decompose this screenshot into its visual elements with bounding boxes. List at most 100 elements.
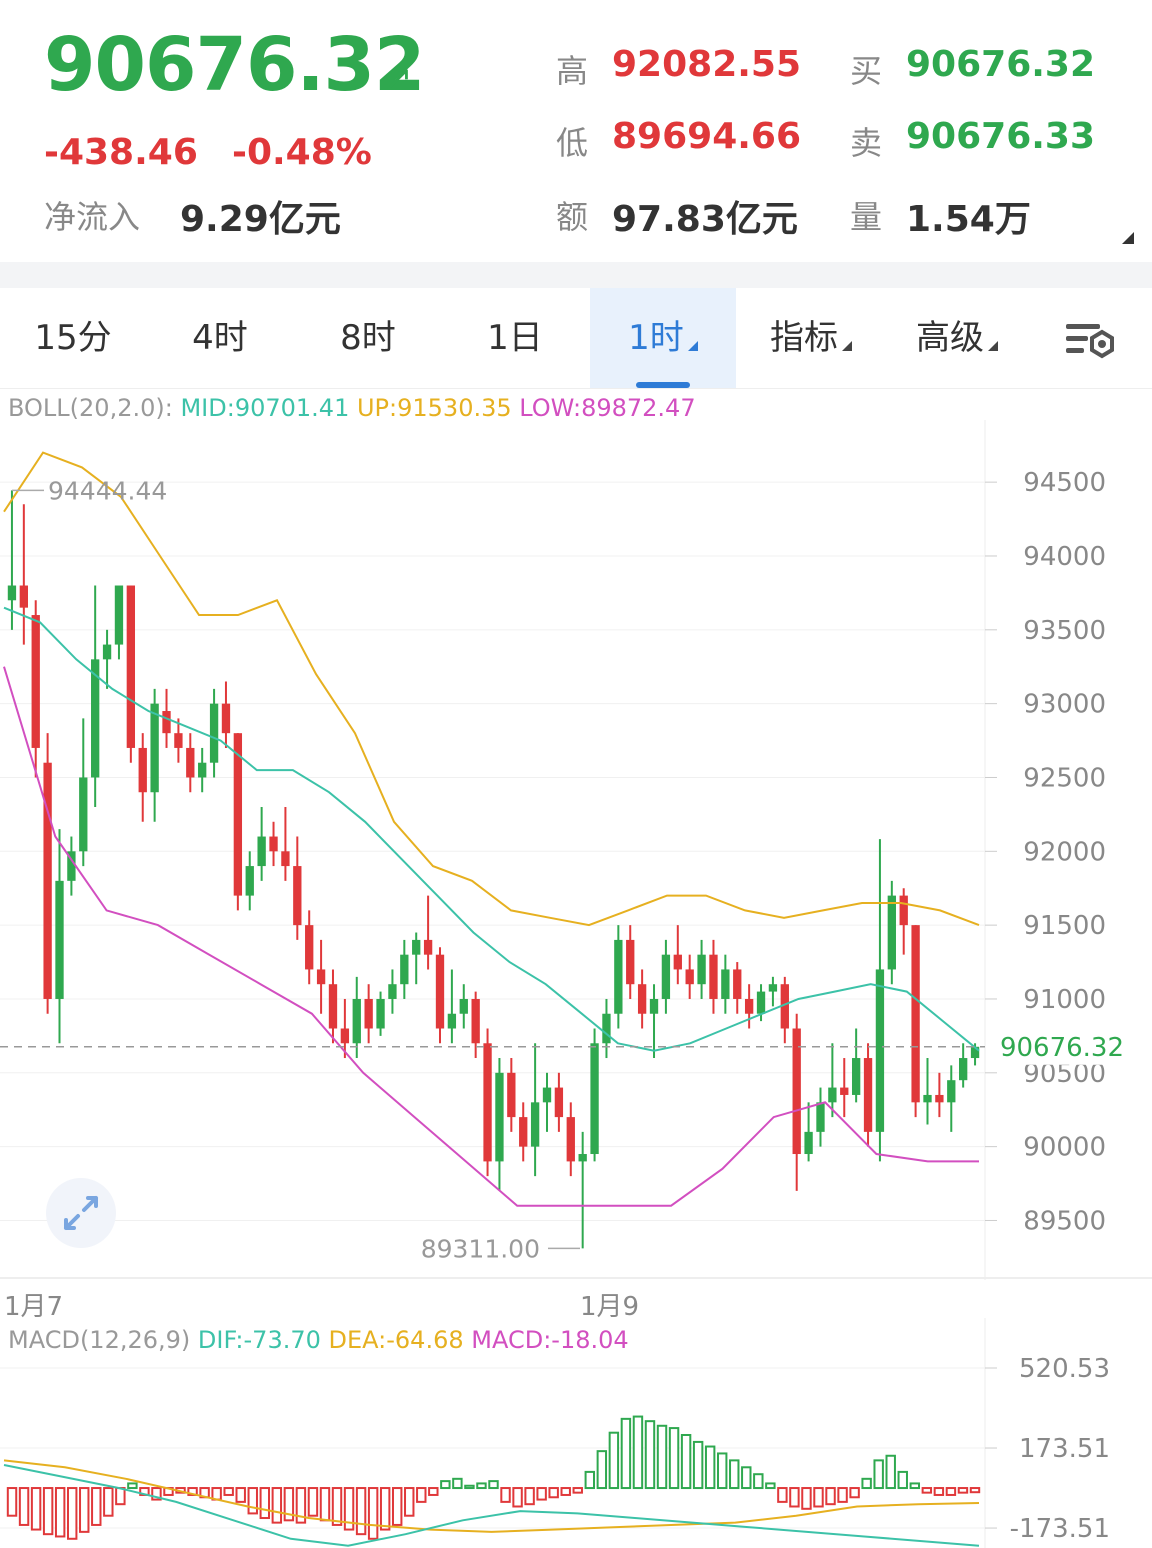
- sell-value: 90676.33: [906, 116, 1096, 157]
- tab-1d[interactable]: 1日: [442, 288, 588, 388]
- candlestick-chart[interactable]: 94500 94000 93500 93000 92500 92000 91500 91000…: [0, 420, 1152, 1280]
- tab-label: 1日: [487, 318, 543, 358]
- candle-body: [435, 954, 445, 1029]
- macd-bar: [151, 1487, 162, 1501]
- candle-body: [221, 703, 231, 734]
- candle-body: [162, 711, 171, 734]
- macd-bar: [716, 1452, 728, 1490]
- candle-body: [352, 998, 361, 1044]
- macd-bar: [969, 1487, 981, 1494]
- buy-value: 90676.32: [906, 44, 1096, 85]
- candle-body: [661, 954, 671, 999]
- macd-bar: [584, 1470, 596, 1490]
- chart-settings-button[interactable]: [1040, 288, 1140, 388]
- macd-bar: [909, 1482, 921, 1490]
- candle-body: [150, 703, 159, 793]
- candle-body: [840, 1087, 849, 1095]
- dropdown-icon: [842, 341, 852, 351]
- candle-body: [316, 969, 326, 985]
- candle-body: [209, 703, 219, 763]
- candle-body: [530, 1102, 540, 1147]
- candle-body: [875, 969, 885, 1132]
- tab-advanced[interactable]: 高级: [884, 288, 1030, 388]
- candle-body: [935, 1094, 944, 1103]
- candle-body: [43, 762, 52, 999]
- macd-bar: [849, 1487, 860, 1499]
- macd-bar: [560, 1487, 571, 1496]
- expand-header-icon[interactable]: [1122, 232, 1134, 244]
- candle-body: [863, 1058, 873, 1132]
- candle-body: [495, 1072, 504, 1162]
- macd-bar: [921, 1487, 933, 1494]
- candle-body: [804, 1131, 813, 1155]
- candle-body: [305, 925, 314, 970]
- volume-label: 量: [850, 198, 883, 236]
- candle-body: [91, 659, 100, 778]
- macd-bar: [512, 1487, 523, 1508]
- macd-bar: [6, 1487, 18, 1517]
- y-tick-label: 92000: [1023, 837, 1106, 867]
- macd-bar: [524, 1487, 535, 1506]
- macd-bar: [247, 1487, 258, 1515]
- tab-1h[interactable]: 1时: [590, 288, 736, 388]
- tab-8h[interactable]: 8时: [294, 288, 442, 388]
- candle-body: [364, 998, 373, 1029]
- macd-bar: [957, 1487, 969, 1494]
- min-price-label: 89311.00: [421, 1234, 540, 1263]
- macd-bar: [885, 1454, 896, 1490]
- boll-up: UP:91530.35: [356, 394, 512, 422]
- boll-mid-line: [3, 606, 980, 1052]
- macd-bar: [861, 1477, 872, 1490]
- candle-body: [614, 939, 623, 1014]
- macd-bar: [704, 1445, 716, 1490]
- candle-body: [970, 1046, 980, 1059]
- current-price-label: 90676.32: [1000, 1033, 1124, 1063]
- y-tick-label: 94000: [1023, 542, 1106, 572]
- candle-body: [186, 747, 195, 778]
- macd-bar: [680, 1433, 692, 1490]
- macd-bar: [632, 1415, 644, 1490]
- fullscreen-button[interactable]: [46, 1178, 116, 1248]
- macd-chart[interactable]: 520.53 173.51 -173.51: [0, 1318, 1152, 1548]
- macd-bar: [753, 1473, 764, 1490]
- macd-bar: [765, 1482, 776, 1490]
- macd-bar: [789, 1487, 800, 1508]
- candle-body: [7, 585, 17, 601]
- candle-body: [507, 1072, 516, 1118]
- macd-y-tick-label: -173.51: [1010, 1514, 1110, 1544]
- candle-body: [542, 1087, 552, 1103]
- macd-bar: [837, 1487, 848, 1503]
- macd-bar: [404, 1487, 415, 1517]
- candle-body: [340, 1028, 350, 1044]
- tab-4h[interactable]: 4时: [146, 288, 294, 388]
- boll-legend: BOLL(20,2.0): MID:90701.41 UP:91530.35 L…: [8, 394, 696, 422]
- tab-label: 8时: [340, 318, 396, 358]
- candle-body: [31, 615, 40, 748]
- candle-body: [756, 991, 766, 1014]
- boll-lower-line: [3, 666, 979, 1207]
- macd-bar: [777, 1487, 788, 1503]
- macd-bar: [608, 1431, 620, 1490]
- macd-bar: [572, 1487, 583, 1494]
- dea-line: [3, 1459, 980, 1533]
- quote-header: 90676.32 ↗ -438.46 -0.48% 净流入 9.29亿元 高 9…: [0, 0, 1152, 262]
- candle-body: [126, 585, 136, 748]
- candle-body: [828, 1087, 837, 1103]
- section-divider: [0, 262, 1152, 288]
- macd-bar: [343, 1487, 355, 1531]
- dropdown-icon: [687, 341, 698, 351]
- candle-body: [388, 984, 397, 999]
- y-tick-label: 93500: [1023, 616, 1106, 646]
- tab-15min[interactable]: 15分: [0, 288, 146, 388]
- macd-bar: [813, 1487, 824, 1508]
- y-tick-label: 91000: [1023, 985, 1106, 1015]
- candle-body: [637, 984, 647, 1014]
- dropdown-icon: [988, 341, 998, 351]
- macd-bar: [428, 1487, 439, 1496]
- macd-bar: [692, 1440, 704, 1490]
- candle-body: [400, 954, 409, 985]
- candle-body: [947, 1080, 956, 1103]
- candle-body: [887, 895, 896, 970]
- chart-settings-icon: [1066, 323, 1114, 358]
- tab-indicators[interactable]: 指标: [738, 288, 884, 388]
